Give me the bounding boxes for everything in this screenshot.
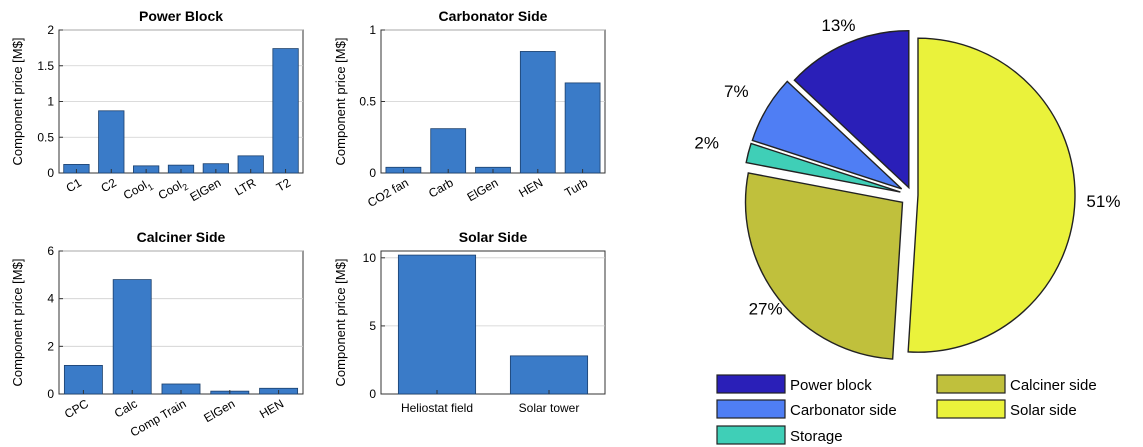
x-tick-label-text: ElGen xyxy=(187,175,223,204)
x-tick-label: Turb xyxy=(562,175,590,199)
pie-slice xyxy=(907,37,1076,353)
y-tick-label: 1.5 xyxy=(37,59,54,73)
x-tick-label: Cool1 xyxy=(121,175,155,205)
x-tick-label-text: Comp Train xyxy=(128,396,189,439)
y-tick-label: 5 xyxy=(369,319,376,333)
x-tick-label: Solar tower xyxy=(519,401,580,415)
y-tick-label: 0 xyxy=(47,166,54,180)
pie-percent-label: 13% xyxy=(821,16,855,35)
x-tick-label-text: ElGen xyxy=(465,175,501,204)
bar xyxy=(564,82,601,174)
bar xyxy=(98,110,125,174)
legend-swatch xyxy=(716,374,786,394)
x-tick-label: Carb xyxy=(426,175,456,200)
pie-percent-label: 2% xyxy=(694,133,719,152)
pie-chart: 13% 7% 2% 27% 51% Power block Carbonator side S… xyxy=(694,16,1120,445)
y-tick-label: 4 xyxy=(47,292,54,306)
bar xyxy=(519,51,556,174)
x-tick-label-text: Heliostat field xyxy=(401,401,473,415)
x-tick-label: ElGen xyxy=(465,175,501,204)
y-tick-label: 1 xyxy=(369,23,376,37)
x-tick-label: ElGen xyxy=(201,396,237,425)
x-tick-label-text: HEN xyxy=(516,175,545,200)
chart-title: Carbonator Side xyxy=(439,8,548,24)
x-tick-label-text: C1 xyxy=(64,175,85,195)
x-tick-label-subscript: 1 xyxy=(146,182,155,193)
bar xyxy=(112,279,152,395)
x-tick-label-text: Carb xyxy=(426,175,456,200)
x-tick-label-text: HEN xyxy=(257,396,286,421)
x-tick-label: ElGen xyxy=(187,175,223,204)
y-tick-label: 0 xyxy=(47,387,54,401)
legend-label: Calciner side xyxy=(1010,377,1097,394)
y-axis-label: Component price [M$] xyxy=(333,259,348,387)
x-tick-label: LTR xyxy=(232,175,258,198)
x-tick-label-text: ElGen xyxy=(201,396,237,425)
legend-label: Solar side xyxy=(1010,402,1077,419)
x-tick-label: Heliostat field xyxy=(401,401,473,415)
y-tick-label: 0.5 xyxy=(359,95,376,109)
x-tick-label-text: CO2 fan xyxy=(365,175,411,209)
x-tick-label-text: Turb xyxy=(562,175,590,199)
x-tick-label: T2 xyxy=(274,175,293,194)
bar-chart-3: 0 5 10 Heliostat field Solar tower Solar Side… xyxy=(333,229,606,415)
x-tick-label-text: LTR xyxy=(232,175,258,198)
x-tick-label-text: Cool xyxy=(121,178,149,202)
bar xyxy=(63,364,103,395)
x-tick-label: Comp Train xyxy=(128,396,189,439)
y-axis-label: Component price [M$] xyxy=(333,38,348,166)
x-tick-label-subscript: 2 xyxy=(181,182,190,193)
y-tick-label: 2 xyxy=(47,339,54,353)
y-axis-label: Component price [M$] xyxy=(10,38,25,166)
pie-slice xyxy=(744,172,904,360)
pie-percent-label: 51% xyxy=(1086,192,1120,211)
legend-label: Storage xyxy=(790,428,843,445)
pie-slice xyxy=(793,29,910,190)
chart-title: Calciner Side xyxy=(137,229,226,245)
x-tick-label-text: C2 xyxy=(98,175,119,195)
bar xyxy=(397,254,477,395)
x-tick-label: HEN xyxy=(516,175,545,200)
x-tick-label: C2 xyxy=(98,175,119,195)
y-tick-label: 0 xyxy=(369,387,376,401)
chart-title: Solar Side xyxy=(459,229,528,245)
legend-label: Carbonator side xyxy=(790,402,897,419)
legend-swatch xyxy=(936,374,1006,394)
x-tick-label: HEN xyxy=(257,396,286,421)
chart-title: Power Block xyxy=(139,8,223,24)
x-tick-label: Cool2 xyxy=(156,175,190,205)
pie-percent-label: 7% xyxy=(724,82,749,101)
bar xyxy=(430,128,467,174)
pie-percent-label: 27% xyxy=(749,300,783,319)
y-tick-label: 0 xyxy=(369,166,376,180)
x-tick-label-text: Solar tower xyxy=(519,401,580,415)
legend-swatch xyxy=(716,425,786,445)
y-tick-label: 6 xyxy=(47,244,54,258)
x-tick-label: Calc xyxy=(112,396,140,420)
x-tick-label: C1 xyxy=(64,175,85,195)
x-tick-label: CPC xyxy=(62,396,91,421)
y-tick-label: 2 xyxy=(47,23,54,37)
x-tick-label-text: CPC xyxy=(62,396,91,421)
pie-slice xyxy=(745,142,901,193)
x-tick-label-text: Cool xyxy=(156,178,184,202)
x-tick-label-text: Calc xyxy=(112,396,140,420)
y-axis-label: Component price [M$] xyxy=(10,259,25,387)
y-tick-label: 10 xyxy=(363,251,377,265)
y-tick-label: 1 xyxy=(47,95,54,109)
bar xyxy=(272,48,299,174)
x-tick-label-text: T2 xyxy=(274,175,293,194)
legend-swatch xyxy=(716,399,786,419)
legend-swatch xyxy=(936,399,1006,419)
legend-label: Power block xyxy=(790,377,872,394)
bar xyxy=(509,355,589,395)
bar-chart-1: 0 0.5 1 CO2 fan Carb ElGen HEN Turb Carbonator S… xyxy=(333,8,606,210)
x-tick-label: CO2 fan xyxy=(365,175,411,209)
pie-slice xyxy=(751,80,903,190)
y-tick-label: 0.5 xyxy=(37,130,54,144)
